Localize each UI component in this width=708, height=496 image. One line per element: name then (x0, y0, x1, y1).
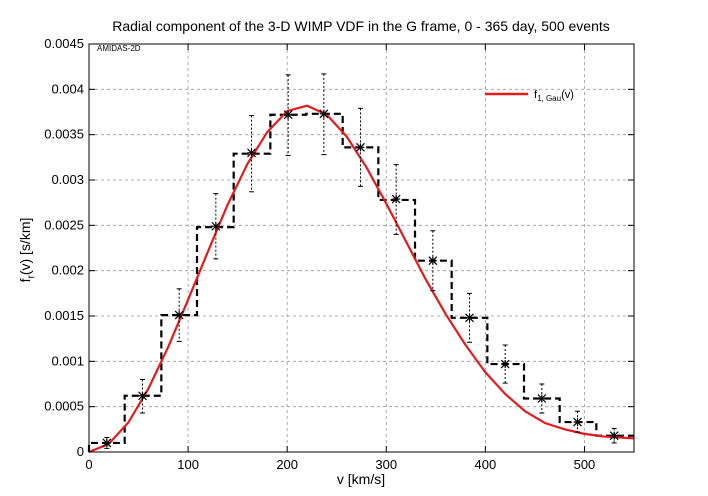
legend-label-sub: 1, Gau (537, 94, 561, 103)
data-point (573, 410, 582, 433)
y-tick-label: 0.0035 (44, 127, 84, 142)
x-tick-label: 500 (574, 457, 596, 472)
plot-frame (88, 43, 635, 453)
y-tick-label: 0.001 (51, 353, 84, 368)
data-point (211, 193, 221, 260)
data-point (391, 164, 401, 235)
y-tick-label: 0.0025 (44, 217, 84, 232)
axis-ticks: 0 100 200 300 400 500 0 0.0005 0.001 0.0015 0.002 0… (44, 36, 634, 472)
x-tick-label: 100 (177, 457, 199, 472)
y-axis-label: fr(v) [s/km] (17, 218, 37, 283)
y-tick-label: 0 (77, 444, 84, 459)
data-point (102, 436, 112, 449)
y-axis-label-main: f (17, 278, 33, 282)
y-tick-label: 0.0045 (44, 36, 84, 51)
legend: f1, Gau(v) (485, 89, 574, 103)
amidas-tag: AMIDAS-2D (97, 44, 141, 53)
y-axis-label-sub: r (26, 275, 37, 279)
data-point (319, 73, 329, 156)
data-point (428, 230, 438, 292)
grid-lines (89, 44, 634, 452)
x-tick-label: 200 (276, 457, 298, 472)
fit-curve-series (88, 104, 635, 454)
data-point (283, 74, 293, 157)
data-point (465, 292, 474, 343)
data-point (138, 378, 147, 414)
y-tick-label: 0.003 (51, 172, 84, 187)
x-tick-label: 400 (475, 457, 497, 472)
histogram-series (87, 112, 634, 452)
data-point (356, 107, 365, 187)
legend-label-main: f (534, 89, 538, 101)
data-point (500, 344, 510, 384)
data-point (537, 383, 547, 414)
y-tick-label: 0.002 (51, 263, 84, 278)
data-point (247, 115, 256, 193)
data-points-series (102, 73, 619, 449)
x-tick-label: 300 (375, 457, 397, 472)
y-tick-label: 0.0015 (44, 308, 84, 323)
chart-title: Radial component of the 3-D WIMP VDF in … (112, 18, 610, 34)
data-point (609, 427, 619, 444)
y-tick-label: 0.004 (51, 81, 84, 96)
x-axis-label: v [km/s] (337, 471, 385, 487)
y-tick-label: 0.0005 (44, 399, 84, 414)
y-axis-label-rest: (v) [s/km] (17, 218, 33, 276)
fit-curve-line (88, 104, 635, 454)
data-point (174, 288, 184, 342)
legend-label-rest: (v) (561, 89, 574, 101)
x-tick-label: 0 (85, 457, 92, 472)
histogram-steps (87, 112, 634, 452)
legend-label: f1, Gau(v) (534, 89, 574, 103)
